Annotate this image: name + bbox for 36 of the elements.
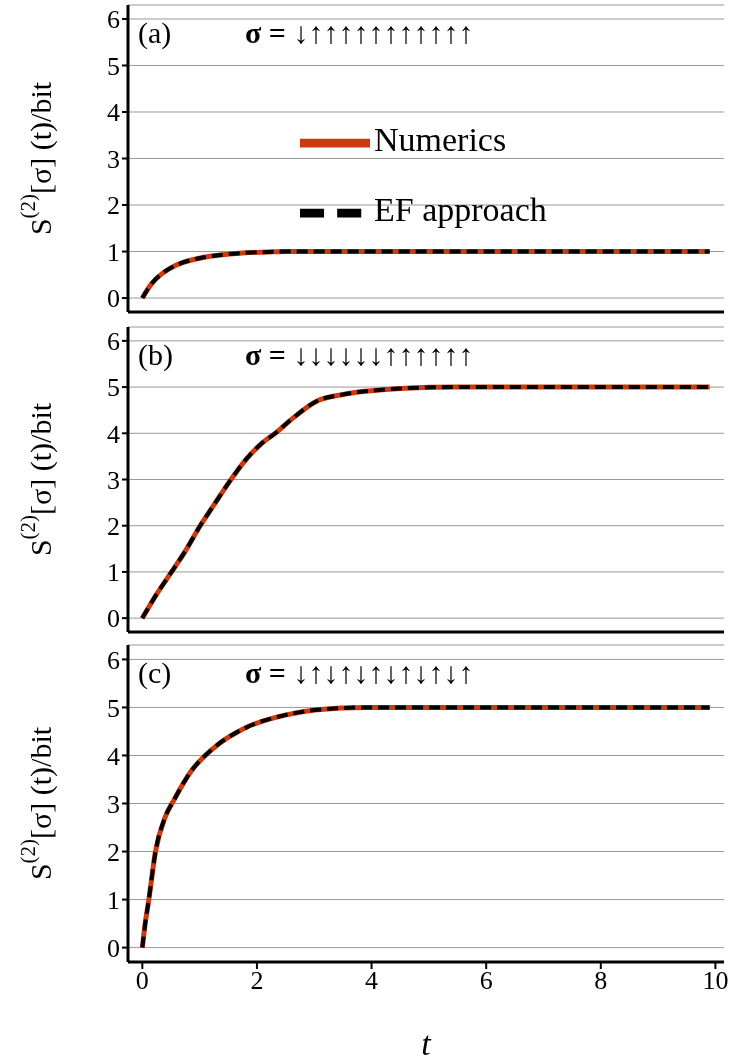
y-tick-label: 2 [107,837,120,867]
legend-label: EF approach [374,190,547,228]
x-axis-title: t [421,1025,433,1061]
y-tick-label: 1 [107,558,120,588]
x-tick-label: 8 [594,966,608,996]
y-tick-label: 4 [107,741,120,771]
annotation: (b) [138,337,173,373]
annotation: (c) [138,655,172,691]
annotation: σ = ↓↓↓↓↓↓↑↑↑↑↑↑ [245,337,474,373]
y-tick-label: 5 [107,51,120,81]
y-tick-label: 5 [107,693,120,723]
y-tick-label: 0 [107,604,120,634]
y-tick-label: 1 [107,237,120,267]
y-tick-label: 4 [107,98,120,128]
x-tick-label: 4 [365,966,379,996]
y-tick-label: 3 [107,144,120,174]
y-tick-label: 0 [107,284,120,314]
y-tick-label: 1 [107,885,120,915]
annotation: σ = ↓↑↓↑↓↑↓↑↓↑↓↑ [245,655,474,691]
x-tick-label: 2 [250,966,264,996]
y-tick-label: 6 [107,5,120,35]
y-tick-label: 4 [107,419,120,449]
y-tick-label: 6 [107,327,120,357]
annotation: σ = ↓↑↑↑↑↑↑↑↑↑↑↑ [245,15,474,51]
legend-label: Numerics [374,120,507,158]
annotation: (a) [138,15,172,51]
x-tick-label: 6 [479,966,493,996]
y-tick-label: 3 [107,465,120,495]
y-tick-label: 3 [107,789,120,819]
y-tick-label: 5 [107,373,120,403]
y-tick-label: 0 [107,933,120,963]
x-tick-label: 0 [135,966,149,996]
y-tick-label: 2 [107,511,120,541]
y-tick-label: 6 [107,645,120,675]
y-tick-label: 2 [107,191,120,221]
x-tick-label: 10 [702,966,729,996]
